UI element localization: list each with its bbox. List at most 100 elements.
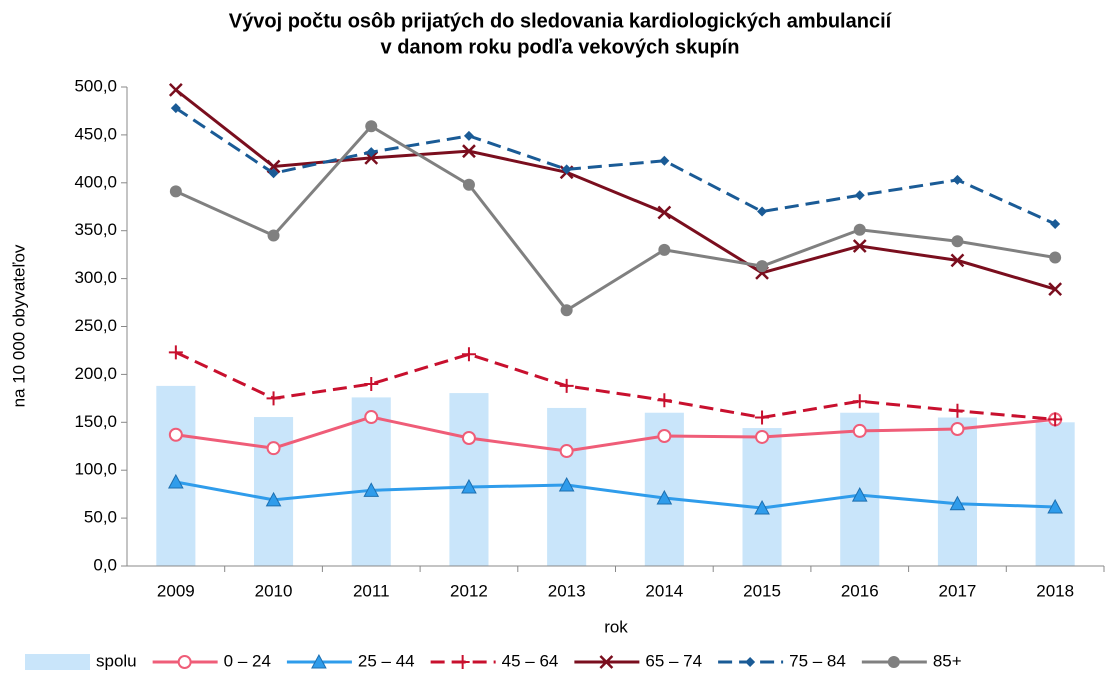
line-marker [1048, 282, 1063, 297]
x-tick-label: 2015 [743, 581, 781, 600]
line [175, 124, 1056, 313]
y-tick-label: 250,0 [74, 316, 117, 335]
line-marker [656, 489, 673, 505]
line-marker [168, 345, 183, 360]
x-tick-label: 2016 [841, 581, 879, 600]
line [175, 106, 1056, 226]
line [175, 415, 1056, 453]
line-marker [755, 410, 770, 425]
line-marker [852, 423, 867, 438]
x-tick-label: 2009 [157, 581, 195, 600]
line-marker [1048, 412, 1063, 427]
line-marker [363, 482, 380, 497]
legend-marker [745, 657, 756, 667]
line-marker [266, 441, 281, 456]
line-marker [754, 499, 770, 515]
line-marker [852, 394, 867, 409]
y-tick-label: 150,0 [74, 412, 117, 431]
line-marker [462, 144, 476, 159]
bar [254, 417, 294, 566]
line-marker [561, 164, 572, 175]
line-marker [950, 253, 965, 268]
line-marker [461, 478, 477, 494]
line-marker [559, 378, 574, 393]
line-marker [659, 155, 670, 166]
line-marker [462, 178, 475, 191]
line-marker [265, 491, 282, 507]
y-axis-title: na 10 000 obyvateľov [9, 244, 28, 407]
line-marker [1049, 251, 1062, 264]
line-marker [170, 103, 181, 114]
legend-label: 85+ [933, 651, 962, 670]
legend-swatch [25, 654, 90, 670]
line-marker [168, 427, 183, 442]
line-marker [364, 410, 379, 425]
x-tick-label: 2017 [939, 581, 977, 600]
line-marker [657, 393, 672, 408]
line-marker [657, 205, 672, 220]
x-tick-label: 2018 [1036, 581, 1074, 600]
line-marker [852, 239, 867, 253]
line-marker [854, 190, 865, 201]
legend-marker [311, 653, 327, 669]
line-marker [1050, 218, 1061, 229]
line-marker [1047, 498, 1063, 514]
line-marker [463, 130, 474, 141]
x-tick-label: 2010 [255, 581, 293, 600]
legend-marker [887, 656, 900, 668]
line-marker [558, 476, 575, 492]
bar [351, 397, 391, 566]
line-marker [364, 376, 379, 391]
x-tick-label: 2014 [645, 581, 683, 600]
line-marker [950, 422, 965, 437]
line-marker [169, 185, 182, 198]
y-tick-label: 100,0 [74, 460, 117, 479]
line [174, 88, 1056, 291]
legend-label: 65 – 74 [645, 651, 702, 670]
x-axis-title: rok [604, 617, 628, 636]
legend-marker [455, 655, 470, 669]
legend-label: 0 – 24 [224, 651, 271, 670]
line-marker [366, 147, 377, 158]
line-marker [267, 229, 280, 242]
line-marker [757, 206, 768, 217]
legend-marker [177, 655, 192, 669]
y-tick-label: 350,0 [74, 220, 117, 239]
y-tick-label: 200,0 [74, 364, 117, 383]
line-marker [657, 428, 672, 443]
x-tick-label: 2011 [353, 581, 390, 600]
bar [937, 417, 977, 566]
chart-title: v danom roku podľa vekových skupín [381, 36, 740, 58]
y-tick-label: 500,0 [74, 76, 117, 95]
line [175, 480, 1056, 510]
y-tick-label: 300,0 [74, 268, 117, 287]
line [175, 351, 1056, 421]
legend-label: 25 – 44 [358, 651, 415, 670]
line-marker [658, 243, 671, 256]
legend-label: spolu [96, 651, 137, 670]
legend-label: 45 – 64 [502, 651, 559, 670]
legend-marker [599, 655, 614, 669]
line-marker [461, 431, 476, 446]
y-tick-label: 450,0 [74, 124, 117, 143]
line-marker [365, 120, 378, 133]
line-marker [951, 235, 964, 248]
bar [1035, 422, 1075, 566]
line-marker [950, 403, 965, 418]
line-marker [266, 391, 281, 406]
legend-label: 75 – 84 [789, 651, 846, 670]
line-marker [461, 347, 476, 362]
line-marker [268, 168, 279, 179]
line-marker [853, 223, 866, 236]
x-tick-label: 2013 [548, 581, 586, 600]
line-marker [952, 174, 963, 185]
line-marker [851, 487, 868, 502]
line-marker [560, 304, 573, 317]
y-tick-label: 400,0 [74, 172, 117, 191]
chart-title: Vývoj počtu osôb prijatých do sledovania… [229, 10, 893, 32]
line-marker [168, 82, 183, 97]
y-tick-label: 0,0 [93, 555, 117, 574]
y-tick-label: 50,0 [84, 508, 117, 527]
line-marker [756, 260, 769, 273]
